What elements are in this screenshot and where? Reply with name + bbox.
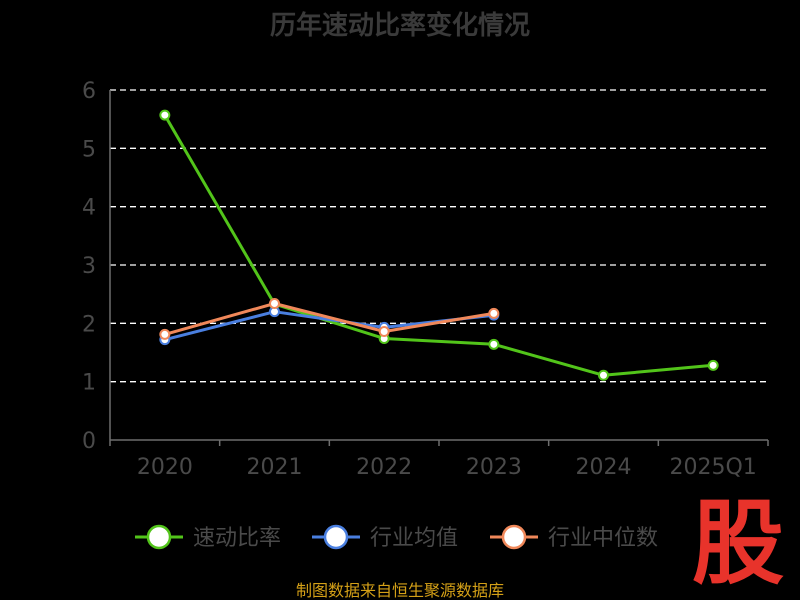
brand-watermark: 股: [692, 490, 784, 597]
data-point: [159, 328, 171, 340]
legend-label: 行业中位数: [548, 526, 658, 551]
chart-title: 历年速动比率变化情况: [270, 10, 530, 41]
data-point: [378, 326, 390, 337]
y-tick-label: 3: [82, 254, 96, 279]
x-tick-label: 2023: [466, 455, 522, 480]
y-tick-label: 0: [82, 429, 96, 454]
grid-layer: [110, 89, 768, 383]
x-tick-label: 2020: [137, 455, 193, 480]
data-point: [269, 298, 280, 309]
data-point: [707, 359, 719, 371]
series-line-1: [164, 310, 494, 342]
x-tick-label: 2025Q1: [670, 455, 757, 480]
data-point: [159, 109, 171, 121]
legend-marker: [501, 524, 527, 550]
legend-label: 速动比率: [193, 526, 281, 551]
series-layer: [159, 109, 719, 381]
axis-layer: 0 1 2 3 4 5 6 2020 2021 2022 2023 2024 2025Q1: [82, 79, 769, 480]
x-tick-label: 2024: [576, 455, 632, 480]
y-tick-label: 5: [82, 137, 96, 162]
legend-item-0[interactable]: 速动比率: [135, 524, 281, 551]
legend: 速动比率 行业均值 行业中位数: [135, 524, 658, 551]
y-tick-label: 4: [82, 196, 96, 221]
source-note: 制图数据来自恒生聚源数据库: [296, 581, 504, 600]
legend-item-1[interactable]: 行业均值: [312, 524, 458, 551]
legend-label: 行业均值: [370, 526, 458, 551]
data-point: [488, 307, 500, 319]
series-line-0: [163, 114, 714, 377]
y-tick-label: 1: [82, 371, 96, 396]
data-point: [488, 338, 500, 350]
legend-marker: [323, 524, 349, 550]
x-tick-label: 2021: [247, 455, 303, 480]
legend-marker: [146, 524, 172, 550]
y-tick-label: 6: [82, 79, 96, 104]
series-line-2: [164, 302, 495, 336]
y-tick-label: 2: [82, 312, 96, 337]
x-tick-label: 2022: [356, 455, 412, 480]
legend-item-2[interactable]: 行业中位数: [490, 524, 658, 551]
data-point: [598, 369, 609, 381]
